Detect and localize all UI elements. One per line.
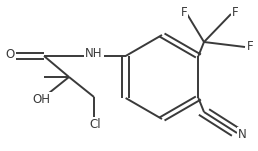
- Text: Cl: Cl: [90, 118, 101, 131]
- Text: OH: OH: [33, 93, 50, 106]
- Text: N: N: [238, 128, 247, 141]
- Text: O: O: [5, 48, 15, 61]
- Text: F: F: [247, 40, 254, 53]
- Text: F: F: [232, 6, 239, 19]
- Text: F: F: [181, 6, 187, 19]
- Text: NH: NH: [85, 47, 103, 60]
